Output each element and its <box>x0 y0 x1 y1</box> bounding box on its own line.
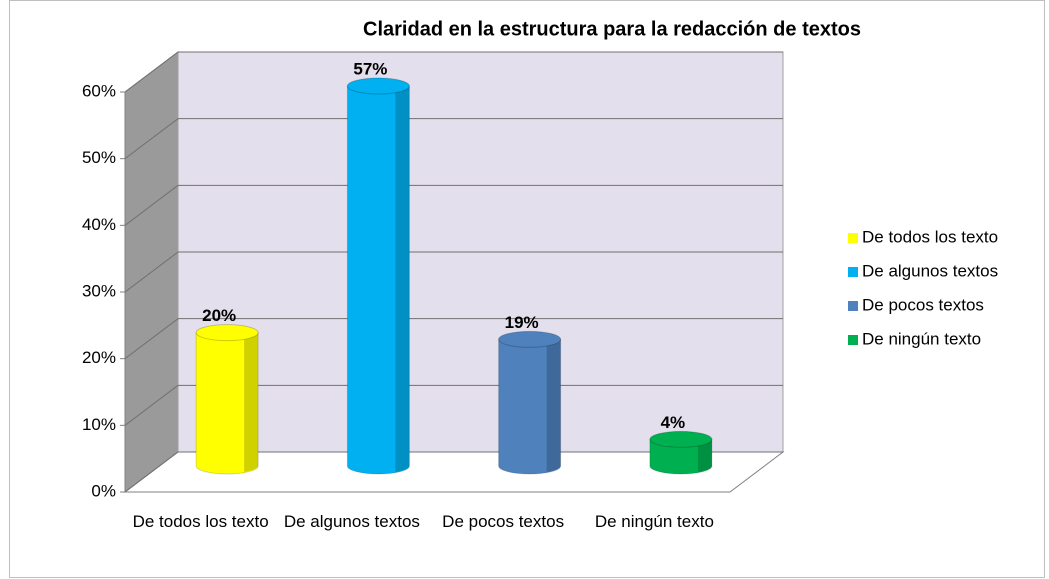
y-tick-label: 50% <box>82 148 116 167</box>
legend-swatch <box>848 301 858 311</box>
y-tick-label: 60% <box>82 81 116 100</box>
bar-top <box>649 430 713 448</box>
bar <box>649 438 713 475</box>
x-tick-label: De ningún texto <box>594 512 714 531</box>
grid-line <box>124 184 179 226</box>
grid-line <box>124 318 179 360</box>
grid-line <box>124 51 179 93</box>
y-tick-label: 0% <box>91 481 116 500</box>
x-tick-label: De pocos textos <box>442 512 565 531</box>
grid-line <box>124 118 179 160</box>
grid-line <box>124 384 179 426</box>
y-tick-label: 30% <box>82 281 116 300</box>
bar <box>498 338 562 475</box>
bar-top <box>498 330 562 348</box>
legend-label: De todos los texto <box>862 227 998 246</box>
bar-top <box>195 324 259 342</box>
grid-line <box>124 251 179 293</box>
grid-line <box>124 451 179 493</box>
legend-swatch <box>848 335 858 345</box>
legend-swatch <box>848 267 858 277</box>
legend-label: De algunos textos <box>862 261 998 280</box>
y-tick-label: 20% <box>82 348 116 367</box>
bar-shade <box>546 339 561 472</box>
bar-shade <box>395 86 410 472</box>
x-tick-label: De todos los texto <box>132 512 269 531</box>
bar-shade <box>697 439 712 472</box>
legend-label: De pocos textos <box>862 295 984 314</box>
value-label: 20% <box>202 306 236 325</box>
bar-top <box>346 77 410 95</box>
bar <box>346 85 410 475</box>
value-label: 4% <box>661 413 686 432</box>
y-tick-label: 40% <box>82 215 116 234</box>
bar <box>195 332 259 475</box>
y-tick-label: 10% <box>82 415 116 434</box>
value-label: 57% <box>353 59 387 78</box>
chart-title: Claridad en la estructura para la redacc… <box>363 18 861 40</box>
bar-shade <box>244 332 259 472</box>
value-label: 19% <box>505 313 539 332</box>
legend-label: De ningún texto <box>862 329 981 348</box>
legend-swatch <box>848 233 858 243</box>
x-tick-label: De algunos textos <box>283 512 420 531</box>
